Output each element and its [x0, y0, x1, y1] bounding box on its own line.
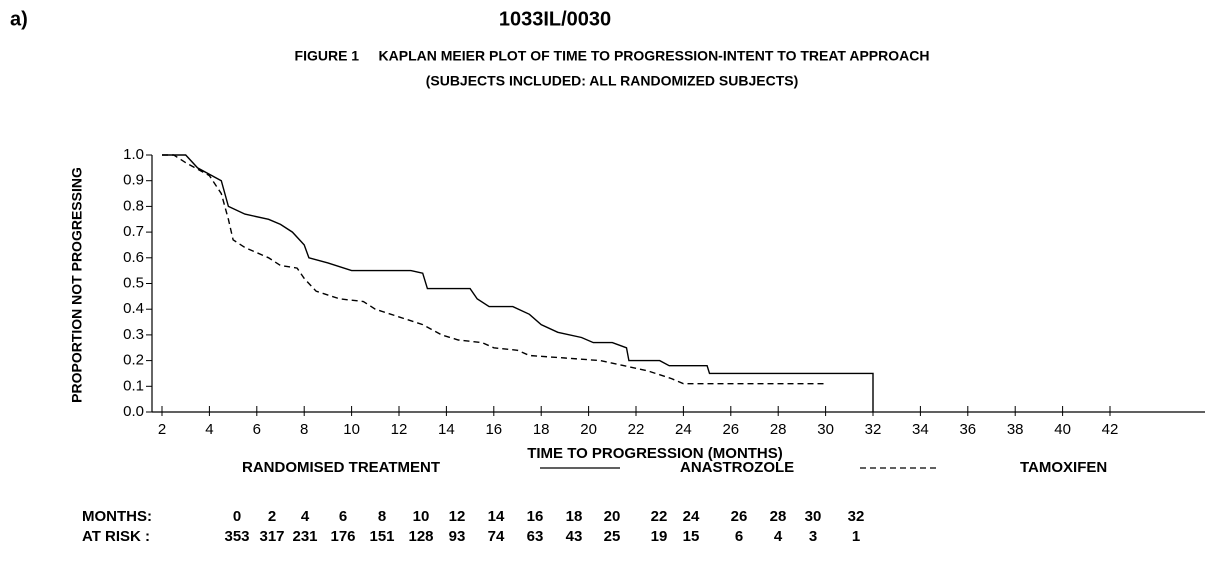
x-tick-label: 34: [912, 421, 929, 438]
at-risk-month: 22: [651, 508, 668, 525]
x-tick-label: 40: [1054, 421, 1071, 438]
x-tick-label: 28: [770, 421, 787, 438]
at-risk-count: 176: [330, 528, 355, 545]
x-tick-label: 4: [205, 421, 213, 438]
y-tick-label: 0.9: [123, 172, 144, 189]
at-risk-count: 1: [852, 528, 860, 545]
x-tick-label: 6: [253, 421, 261, 438]
y-tick-label: 0.2: [123, 352, 144, 369]
at-risk-month: 12: [449, 508, 466, 525]
at-risk-month: 16: [527, 508, 544, 525]
x-tick-label: 36: [959, 421, 976, 438]
chart-title: 1033IL/0030: [499, 8, 611, 30]
y-tick-label: 1.0: [123, 146, 144, 163]
at-risk-count: 19: [651, 528, 668, 545]
x-tick-label: 12: [391, 421, 408, 438]
y-axis-label: PROPORTION NOT PROGRESSING: [69, 167, 85, 403]
y-tick-label: 0.5: [123, 274, 144, 291]
x-tick-label: 18: [533, 421, 550, 438]
x-tick-label: 2: [158, 421, 166, 438]
x-tick-label: 14: [438, 421, 455, 438]
at-risk-month: 14: [488, 508, 505, 525]
x-axis-label: TIME TO PROGRESSION (MONTHS): [527, 445, 783, 462]
at-risk-month: 26: [731, 508, 748, 525]
at-risk-count: 4: [774, 528, 783, 545]
at-risk-month: 24: [683, 508, 700, 525]
at-risk-header: MONTHS:: [82, 508, 152, 525]
y-tick-label: 0.0: [123, 403, 144, 420]
at-risk-count: 74: [488, 528, 505, 545]
at-risk-count: 3: [809, 528, 817, 545]
x-tick-label: 24: [675, 421, 692, 438]
x-tick-label: 38: [1007, 421, 1024, 438]
subtitle: (SUBJECTS INCLUDED: ALL RANDOMIZED SUBJE…: [426, 73, 799, 89]
y-tick-label: 0.3: [123, 326, 144, 343]
at-risk-month: 30: [805, 508, 822, 525]
x-tick-label: 22: [628, 421, 645, 438]
legend-label: ANASTROZOLE: [680, 459, 794, 476]
x-tick-label: 16: [485, 421, 502, 438]
series-line: [162, 154, 874, 412]
x-tick-label: 8: [300, 421, 308, 438]
at-risk-count: 317: [259, 528, 284, 545]
at-risk-month: 28: [770, 508, 787, 525]
at-risk-count: 25: [604, 528, 621, 545]
y-tick-label: 0.4: [123, 300, 144, 317]
legend-title: RANDOMISED TREATMENT: [242, 459, 440, 476]
x-tick-label: 32: [865, 421, 882, 438]
at-risk-month: 8: [378, 508, 386, 525]
y-tick-label: 0.7: [123, 223, 144, 240]
at-risk-count: 6: [735, 528, 743, 545]
x-tick-label: 10: [343, 421, 360, 438]
x-tick-label: 42: [1102, 421, 1119, 438]
at-risk-count: 63: [527, 528, 544, 545]
at-risk-month: 32: [848, 508, 865, 525]
panel-label: a): [10, 8, 28, 30]
at-risk-count: 231: [292, 528, 317, 545]
at-risk-count: 93: [449, 528, 466, 545]
at-risk-header: AT RISK :: [82, 528, 150, 545]
at-risk-month: 18: [566, 508, 583, 525]
x-tick-label: 30: [817, 421, 834, 438]
y-tick-label: 0.8: [123, 197, 144, 214]
y-tick-label: 0.1: [123, 377, 144, 394]
at-risk-count: 15: [683, 528, 700, 545]
at-risk-month: 10: [413, 508, 430, 525]
at-risk-count: 128: [408, 528, 433, 545]
x-tick-label: 20: [580, 421, 597, 438]
subtitle: FIGURE 1 KAPLAN MEIER PLOT OF TIME TO PR…: [295, 48, 930, 64]
at-risk-count: 353: [224, 528, 249, 545]
at-risk-month: 0: [233, 508, 241, 525]
at-risk-month: 20: [604, 508, 621, 525]
x-tick-label: 26: [722, 421, 739, 438]
at-risk-month: 2: [268, 508, 276, 525]
legend-label: TAMOXIFEN: [1020, 459, 1107, 476]
at-risk-count: 43: [566, 528, 583, 545]
y-tick-label: 0.6: [123, 249, 144, 266]
at-risk-month: 4: [301, 508, 310, 525]
at-risk-count: 151: [369, 528, 394, 545]
at-risk-month: 6: [339, 508, 347, 525]
series-line: [162, 154, 826, 385]
